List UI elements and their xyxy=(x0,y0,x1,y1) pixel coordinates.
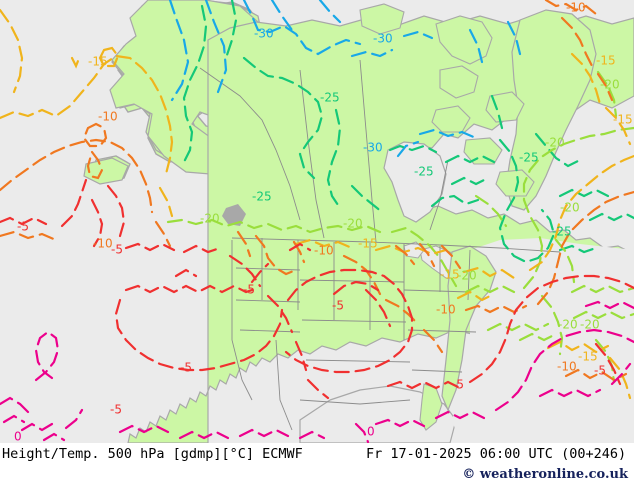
contour-label: -15 xyxy=(613,113,633,127)
contour-label: -20 xyxy=(558,318,578,332)
contour-label: -20 xyxy=(343,217,363,231)
contour-label: -20 xyxy=(457,269,477,283)
contour-label: -15 xyxy=(440,268,460,282)
product-label: Height/Temp. 500 hPa [gdmp][°C] ECMWF xyxy=(2,446,303,462)
contour-label: -10 xyxy=(98,110,118,124)
forecast-datetime-label: Fr 17-01-2025 06:00 UTC (00+246) xyxy=(366,446,627,462)
contour-label: -20 xyxy=(600,78,620,92)
contour-label: -30 xyxy=(254,27,274,41)
contour-label: -25 xyxy=(552,225,572,239)
gulf-of-mexico xyxy=(299,385,457,443)
contour-label: -15 xyxy=(578,350,598,364)
arctic-island-e xyxy=(463,137,503,165)
contour-label: -15 xyxy=(88,55,108,69)
baffin-island xyxy=(435,15,493,65)
canada-prov-2 xyxy=(359,59,377,243)
contour-label: 0 xyxy=(14,430,22,444)
contour-zero xyxy=(0,300,634,443)
contour-label: -10 xyxy=(314,244,334,258)
copyright-label: © weatheronline.co.uk xyxy=(462,467,628,482)
border-h5 xyxy=(301,319,407,323)
contour-label: -10 xyxy=(436,303,456,317)
contour-label: -5 xyxy=(594,364,606,378)
contour-minus30 xyxy=(168,0,522,158)
contour-label: 0 xyxy=(367,425,375,439)
contour-label: -5 xyxy=(332,299,344,313)
canada-prov-1 xyxy=(299,69,325,239)
contour-labels: -15-10-5-5-5-50-30 -30-30-25-25-25-25-25-… xyxy=(14,1,633,444)
contour-map[interactable]: -15-10-5-5-5-50-30 -30-30-25-25-25-25-25-… xyxy=(0,0,634,443)
hudson-bay xyxy=(383,141,447,223)
contour-label: -10 xyxy=(93,237,113,251)
coast-detail-nw xyxy=(222,204,246,226)
contour-minus5 xyxy=(0,178,634,400)
usa-canada-border xyxy=(231,237,561,253)
contour-label: -30 xyxy=(373,32,393,46)
arctic-island-b xyxy=(439,65,479,99)
contour-label: -5 xyxy=(110,403,122,417)
contour-label: -25 xyxy=(320,91,340,105)
west-coast-line xyxy=(231,240,253,401)
border-h8 xyxy=(407,329,477,333)
contour-label: -20 xyxy=(560,201,580,215)
contour-label: -25 xyxy=(414,165,434,179)
canada-prov-4 xyxy=(199,67,301,221)
border-baja xyxy=(275,339,293,431)
map-panel[interactable]: -15 -10 -5 -5 -5 -5 0 -30 -30 -30 -25 -25 -25 -25 -25-… xyxy=(0,0,634,443)
border-h6 xyxy=(305,359,411,363)
contour-label: -5 xyxy=(17,220,29,234)
border-h9 xyxy=(411,369,463,373)
east-coast-strip xyxy=(441,245,497,412)
contour-label: -20 xyxy=(545,136,565,150)
contour-label: -10 xyxy=(566,1,586,15)
border-h2 xyxy=(235,299,301,303)
contour-minus20 xyxy=(166,70,634,384)
political-borders xyxy=(199,59,561,431)
contour-minus25 xyxy=(180,0,634,264)
contour-label: -5 xyxy=(452,378,464,392)
contour-label: -25 xyxy=(252,190,272,204)
contour-label: -15 xyxy=(358,237,378,251)
gulf-coast-line xyxy=(299,399,411,405)
contour-minus15 xyxy=(0,8,634,400)
contour-label: -5 xyxy=(243,283,255,297)
arctic-island-c xyxy=(485,91,525,123)
contour-label: -10 xyxy=(557,360,577,374)
contour-label: -30 xyxy=(363,141,383,155)
contour-label: -25 xyxy=(519,151,539,165)
contour-label: -20 xyxy=(200,212,220,226)
contour-label: -20 xyxy=(580,318,600,332)
contour-label: -15 xyxy=(596,54,616,68)
contour-label: -5 xyxy=(180,361,192,375)
border-h4 xyxy=(299,279,405,283)
footer-bar: Height/Temp. 500 hPa [gdmp][°C] ECMWF Fr… xyxy=(0,443,634,490)
border-h7 xyxy=(403,289,471,293)
arctic-island-g xyxy=(359,3,405,35)
contour-label: -5 xyxy=(111,243,123,257)
border-h3 xyxy=(239,329,301,333)
